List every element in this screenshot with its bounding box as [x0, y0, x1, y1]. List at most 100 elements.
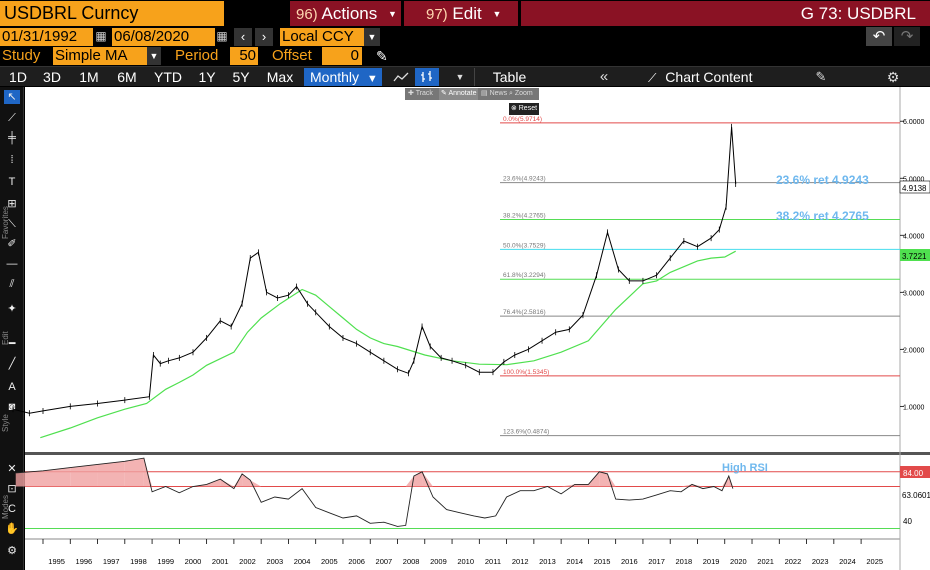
- hand-icon[interactable]: ✋: [5, 523, 19, 535]
- rsi-tick-40: 40: [903, 517, 912, 526]
- chart-content-button[interactable]: ⟋ Chart Content: [648, 68, 768, 86]
- reset-button[interactable]: ⊗ Reset: [509, 103, 539, 115]
- time-tick-label: 2013: [539, 557, 556, 566]
- collapse-icon[interactable]: «: [599, 68, 609, 85]
- ma-value-label: 3.7221: [902, 252, 927, 261]
- rsi-current-label: 63.0601: [902, 491, 930, 500]
- rsi-overbought-fill: [722, 476, 729, 487]
- calendar-icon[interactable]: ▦: [95, 29, 107, 43]
- text-tool-icon[interactable]: T: [8, 176, 16, 188]
- chart-toolbar: 1D 3D 1M 6M YTD 1Y 5Y Max Monthly ▼ ▼ Ta…: [0, 66, 930, 86]
- range-button-1m[interactable]: 1M: [79, 69, 99, 85]
- time-axis: [25, 539, 930, 570]
- palette-icon[interactable]: ✦: [7, 303, 17, 315]
- pen-width-icon[interactable]: ╱: [8, 358, 16, 370]
- annotate-icon[interactable]: ✎: [815, 69, 827, 84]
- title-bar: USDBRL Curncy 96) Actions ▼ 97) Edit ▼ G…: [0, 0, 930, 27]
- horizontal-tools-icon[interactable]: ╪: [8, 132, 16, 144]
- measure-icon[interactable]: ⊞: [7, 198, 17, 210]
- previous-period-button[interactable]: ‹: [234, 28, 252, 46]
- brush-icon[interactable]: ⟍: [8, 218, 16, 230]
- chevron-down-icon[interactable]: ▼: [147, 47, 161, 65]
- pane-divider[interactable]: [25, 452, 930, 455]
- fib-label: 0.0%(5.9714): [503, 116, 542, 123]
- date-range-bar: 01/31/1992 ▦ 06/08/2020 ▦ ‹ › Local CCY …: [0, 27, 930, 46]
- range-button-1d[interactable]: 1D: [9, 69, 27, 85]
- trendline-icon[interactable]: ⟋: [8, 112, 16, 124]
- settings-icon[interactable]: ⚙: [7, 545, 17, 557]
- period-input[interactable]: 50: [230, 47, 258, 65]
- annotation-38-2[interactable]: 38.2% ret 4.2765: [776, 209, 869, 223]
- time-tick-label: 2025: [866, 557, 883, 566]
- fill-color-icon[interactable]: ◙: [8, 401, 16, 413]
- news-mode-button[interactable]: ▤ News: [481, 88, 507, 100]
- edit-menu-number: 97): [426, 6, 448, 23]
- start-date-field[interactable]: 01/31/1992: [0, 28, 93, 46]
- range-button-max[interactable]: Max: [266, 69, 294, 85]
- next-period-button[interactable]: ›: [255, 28, 273, 46]
- security-ticker-field[interactable]: USDBRL Curncy: [0, 1, 224, 26]
- zoom-icon[interactable]: ⊡: [7, 483, 17, 495]
- offset-input[interactable]: 0: [322, 47, 362, 65]
- pencil-icon[interactable]: ✎: [376, 48, 388, 64]
- eraser-icon[interactable]: C: [8, 503, 16, 515]
- study-select[interactable]: Simple MA: [53, 47, 149, 65]
- crosshair-icon[interactable]: ✕: [7, 463, 17, 475]
- time-tick-label: 2014: [566, 557, 583, 566]
- range-button-ytd[interactable]: YTD: [154, 69, 182, 85]
- frequency-select[interactable]: Monthly ▼: [304, 68, 382, 86]
- chevron-down-icon[interactable]: ▼: [455, 72, 465, 82]
- time-tick-label: 2011: [485, 557, 501, 566]
- track-mode-button[interactable]: ✚ Track: [408, 88, 433, 100]
- chart-content-icon: ⟋: [648, 71, 657, 85]
- time-tick-label: 2010: [457, 557, 474, 566]
- marker-icon[interactable]: ✐: [7, 238, 17, 250]
- actions-menu-label: Actions: [321, 4, 378, 23]
- annotation-23-6[interactable]: 23.6% ret 4.9243: [776, 173, 869, 187]
- currency-field[interactable]: Local CCY: [280, 28, 378, 46]
- bar-chart-icon[interactable]: [415, 68, 439, 86]
- chevron-down-icon: ▼: [366, 73, 378, 85]
- zoom-mode-button[interactable]: ⌕ Zoom: [509, 88, 533, 100]
- edit-menu-label: Edit: [452, 4, 482, 23]
- price-axis: [900, 87, 930, 452]
- gear-icon[interactable]: ⚙: [886, 69, 900, 85]
- chevron-down-icon[interactable]: ▼: [364, 28, 380, 46]
- redo-icon[interactable]: ↷: [894, 27, 920, 46]
- rsi-overbought-fill: [242, 473, 251, 487]
- fib-label: 61.8%(3.2294): [503, 272, 546, 279]
- fibonacci-icon[interactable]: ⁞: [10, 154, 14, 166]
- table-button[interactable]: Table: [474, 68, 544, 86]
- time-tick-label: 2005: [321, 557, 338, 566]
- annotate-mode-button[interactable]: ✎ Annotate: [439, 88, 479, 100]
- rsi-overbought-fill: [607, 473, 616, 487]
- annotation-high-rsi[interactable]: High RSI: [722, 462, 768, 474]
- actions-menu-button[interactable]: 96) Actions ▼: [290, 1, 401, 26]
- rsi-overbought-fill: [599, 471, 608, 487]
- price-plot-area[interactable]: [25, 87, 900, 452]
- range-button-5y[interactable]: 5Y: [232, 69, 250, 85]
- rsi-plot-area[interactable]: [25, 455, 900, 539]
- edit-menu-button[interactable]: 97) Edit ▼: [404, 1, 518, 26]
- rsi-overbought-fill: [206, 479, 221, 487]
- line-chart-icon[interactable]: [390, 68, 412, 86]
- undo-icon[interactable]: ↶: [866, 27, 892, 46]
- channel-icon[interactable]: ⫽: [9, 278, 15, 290]
- time-tick-label: 2024: [839, 557, 856, 566]
- fib-label: 23.6%(4.9243): [503, 176, 546, 183]
- range-button-6m[interactable]: 6M: [117, 69, 137, 85]
- range-button-3d[interactable]: 3D: [43, 69, 61, 85]
- moving-average-line: [40, 250, 736, 439]
- end-date-field[interactable]: 06/08/2020: [112, 28, 215, 46]
- horizontal-line-icon[interactable]: —: [6, 258, 18, 270]
- range-button-1y[interactable]: 1Y: [198, 69, 216, 85]
- font-icon[interactable]: A: [8, 381, 16, 393]
- calendar-icon[interactable]: ▦: [216, 29, 228, 43]
- line-style-icon[interactable]: ━: [8, 338, 16, 350]
- frequency-label: Monthly: [310, 69, 360, 85]
- pointer-icon[interactable]: ↖: [4, 90, 20, 104]
- rsi-overbought-fill: [70, 464, 98, 487]
- price-tick-label: 1.0000: [903, 404, 925, 411]
- rsi-level-label: 84.00: [903, 469, 924, 478]
